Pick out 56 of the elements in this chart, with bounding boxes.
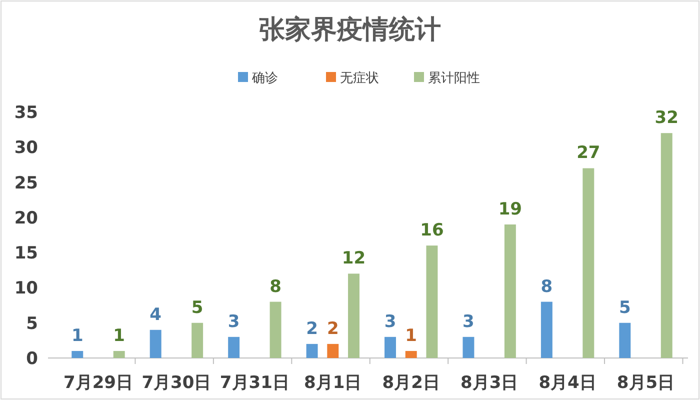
data-label: 2: [306, 318, 318, 339]
x-tick-label: 8月4日: [538, 373, 596, 393]
bar: [270, 302, 282, 358]
data-label: 8: [270, 276, 282, 297]
bar: [306, 344, 318, 358]
bar: [582, 168, 594, 358]
y-tick-label: 35: [14, 103, 38, 123]
data-label: 5: [618, 298, 631, 318]
y-tick-label: 30: [14, 138, 38, 158]
bar: [660, 133, 672, 358]
data-label: 3: [228, 312, 240, 332]
bar: [540, 302, 552, 358]
x-tick-label: 8月3日: [460, 373, 518, 393]
legend-label: 确诊: [251, 71, 278, 86]
x-tick-label: 7月29日: [63, 373, 133, 393]
legend-label: 无症状: [340, 71, 379, 86]
bar: [192, 322, 204, 358]
data-label: 16: [420, 220, 444, 241]
bar: [150, 330, 162, 358]
data-label: 19: [498, 199, 522, 220]
bar: [426, 246, 438, 358]
y-tick-label: 0: [26, 349, 38, 369]
data-label: 1: [405, 326, 418, 346]
bar: [504, 224, 516, 358]
data-label: 8: [540, 276, 553, 297]
y-tick-label: 5: [26, 314, 38, 334]
chart-title: 张家界疫情统计: [259, 15, 441, 45]
bar: [113, 350, 125, 358]
bar: [72, 350, 84, 358]
data-label: 27: [576, 143, 600, 164]
x-tick-label: 7月30日: [142, 373, 212, 393]
data-label: 4: [150, 304, 162, 325]
bar: [348, 274, 360, 358]
bar: [384, 336, 396, 358]
data-label: 12: [342, 248, 366, 269]
bar: [405, 350, 417, 358]
y-tick-label: 15: [14, 244, 38, 264]
bar: [228, 336, 240, 358]
data-label: 1: [71, 326, 84, 346]
y-tick-label: 20: [14, 208, 38, 228]
data-label: 1: [113, 326, 126, 346]
data-label: 5: [191, 298, 204, 318]
x-tick-label: 8月1日: [304, 373, 362, 393]
data-label: 3: [462, 312, 474, 332]
data-label: 3: [384, 312, 396, 332]
legend-label: 累计阳性: [428, 71, 480, 86]
x-tick-label: 8月5日: [616, 373, 675, 393]
bar: [327, 344, 339, 358]
x-tick-label: 7月31日: [220, 373, 290, 393]
x-tick-label: 8月2日: [382, 373, 440, 393]
y-tick-label: 25: [14, 173, 38, 194]
data-label: 32: [654, 108, 678, 128]
bar: [619, 322, 631, 358]
bar: [462, 336, 474, 358]
data-label: 2: [326, 318, 339, 339]
y-tick-label: 10: [14, 278, 38, 299]
